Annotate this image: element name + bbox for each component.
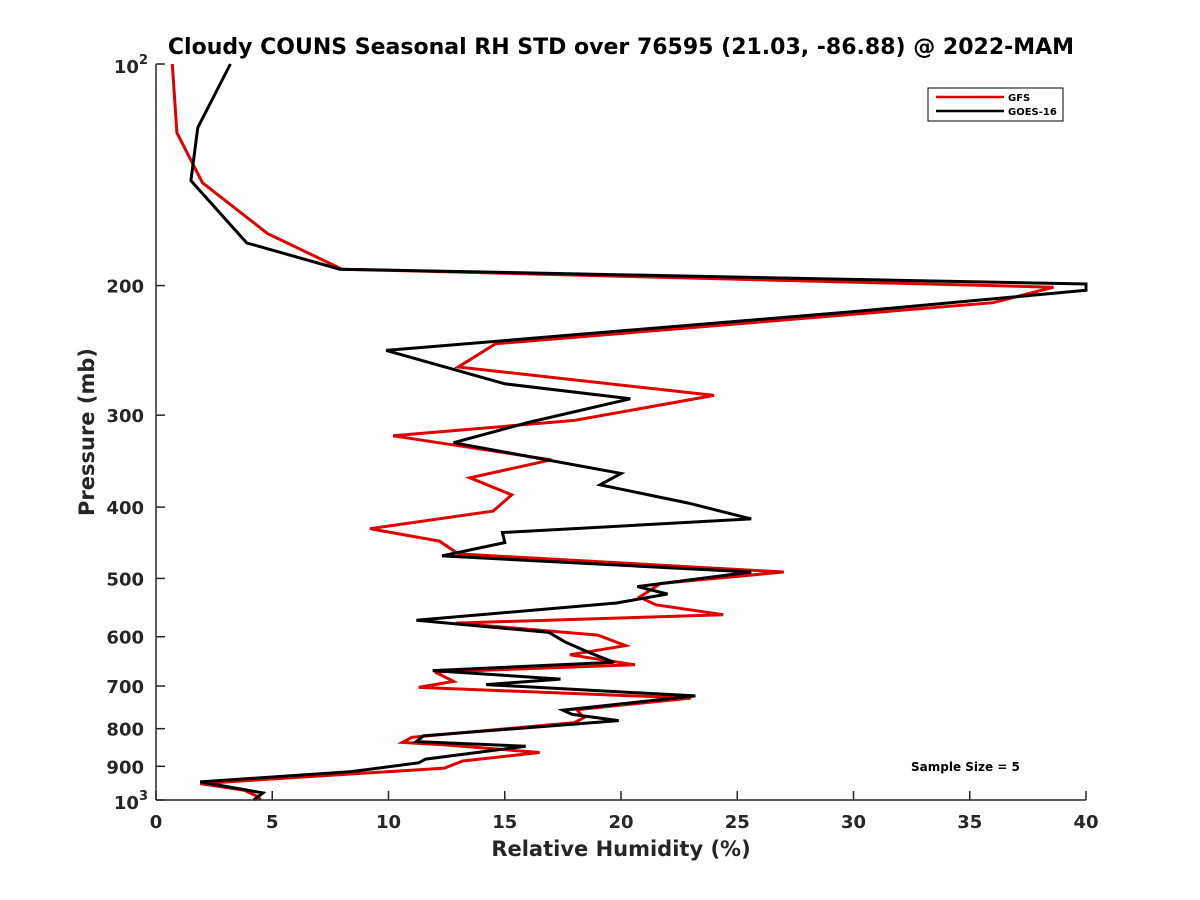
x-tick-label: 35 bbox=[957, 812, 982, 833]
series-line-gfs bbox=[170, 63, 1054, 801]
x-tick-label: 15 bbox=[492, 812, 517, 833]
y-tick-label: 600 bbox=[106, 628, 144, 649]
y-tick-label: 900 bbox=[106, 757, 144, 778]
y-tick-exponent: 3 bbox=[139, 789, 148, 804]
x-tick-label: 30 bbox=[841, 812, 866, 833]
y-tick-label: 103 bbox=[114, 789, 148, 814]
x-tick-label: 5 bbox=[266, 812, 279, 833]
legend: GFS GOES-16 bbox=[927, 87, 1064, 122]
y-tick-base: 10 bbox=[114, 793, 139, 814]
legend-label-goes16: GOES-16 bbox=[1008, 107, 1057, 118]
y-tick-label: 700 bbox=[106, 677, 144, 698]
y-tick-label: 200 bbox=[106, 277, 144, 298]
sample-size-annotation: Sample Size = 5 bbox=[911, 760, 1020, 774]
y-axis-label: Pressure (mb) bbox=[75, 348, 99, 516]
y-tick-base: 10 bbox=[114, 57, 139, 78]
x-tick-label: 25 bbox=[725, 812, 750, 833]
plot-frame bbox=[156, 64, 1086, 800]
y-tick-label: 800 bbox=[106, 720, 144, 741]
y-tick-label: 300 bbox=[106, 406, 144, 427]
y-tick-label: 500 bbox=[106, 569, 144, 590]
y-tick-exponent: 2 bbox=[139, 53, 148, 68]
chart-title: Cloudy COUNS Seasonal RH STD over 76595 … bbox=[168, 35, 1074, 60]
x-ticks: 0 5 10 15 20 25 30 35 40 bbox=[150, 791, 1099, 833]
x-tick-label: 0 bbox=[150, 812, 163, 833]
series-layer bbox=[170, 63, 1088, 802]
y-tick-label: 400 bbox=[106, 498, 144, 519]
y-tick-label: 102 bbox=[114, 53, 148, 78]
x-tick-label: 40 bbox=[1073, 812, 1098, 833]
x-axis-label: Relative Humidity (%) bbox=[491, 837, 750, 861]
x-tick-label: 10 bbox=[376, 812, 401, 833]
x-tick-label: 20 bbox=[608, 812, 633, 833]
legend-label-gfs: GFS bbox=[1008, 93, 1030, 104]
series-line-goes16 bbox=[189, 63, 1088, 802]
legend-box bbox=[927, 87, 1064, 122]
